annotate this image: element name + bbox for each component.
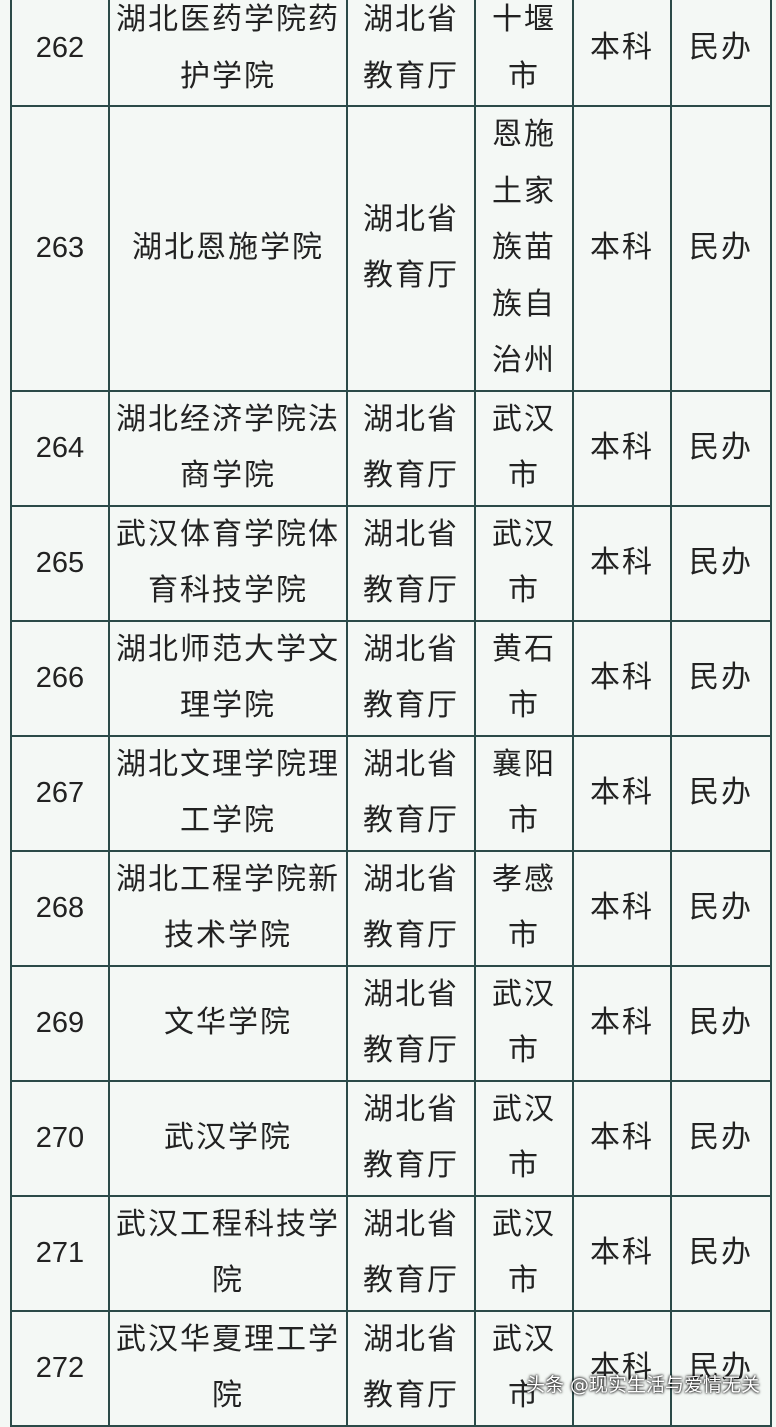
authority: 湖北省教育厅 bbox=[346, 1079, 476, 1197]
authority: 湖北省教育厅 bbox=[346, 389, 476, 507]
row-number: 271 bbox=[10, 1194, 110, 1312]
authority: 湖北省教育厅 bbox=[346, 1309, 476, 1427]
level: 本科 bbox=[572, 105, 672, 392]
school-name: 湖北工程学院新技术学院 bbox=[108, 849, 348, 967]
level: 本科 bbox=[572, 389, 672, 507]
city: 恩施土家族苗族自治州 bbox=[474, 105, 574, 392]
ownership: 民办 bbox=[670, 619, 772, 737]
level: 本科 bbox=[572, 619, 672, 737]
city: 襄阳市 bbox=[474, 734, 574, 852]
row-number: 268 bbox=[10, 849, 110, 967]
row-number: 264 bbox=[10, 389, 110, 507]
level: 本科 bbox=[572, 1309, 672, 1427]
authority: 湖北省教育厅 bbox=[346, 734, 476, 852]
school-name: 湖北医药学院药护学院 bbox=[108, 0, 348, 107]
level: 本科 bbox=[572, 964, 672, 1082]
row-number: 262 bbox=[10, 0, 110, 107]
ownership: 民办 bbox=[670, 0, 772, 107]
city: 黄石市 bbox=[474, 619, 574, 737]
school-name: 武汉工程科技学院 bbox=[108, 1194, 348, 1312]
school-name: 武汉华夏理工学院 bbox=[108, 1309, 348, 1427]
table-row: 268 湖北工程学院新技术学院 湖北省教育厅 孝感市 本科 民办 bbox=[10, 849, 772, 967]
level: 本科 bbox=[572, 1079, 672, 1197]
table-row: 262 湖北医药学院药护学院 湖北省教育厅 十堰市 本科 民办 bbox=[10, 0, 772, 107]
city: 武汉市 bbox=[474, 1079, 574, 1197]
ownership: 民办 bbox=[670, 1194, 772, 1312]
table-row: 267 湖北文理学院理工学院 湖北省教育厅 襄阳市 本科 民办 bbox=[10, 734, 772, 852]
level: 本科 bbox=[572, 734, 672, 852]
authority: 湖北省教育厅 bbox=[346, 105, 476, 392]
row-number: 269 bbox=[10, 964, 110, 1082]
row-number: 266 bbox=[10, 619, 110, 737]
ownership: 民办 bbox=[670, 504, 772, 622]
authority: 湖北省教育厅 bbox=[346, 1194, 476, 1312]
table-row: 270 武汉学院 湖北省教育厅 武汉市 本科 民办 bbox=[10, 1079, 772, 1197]
table-row: 266 湖北师范大学文理学院 湖北省教育厅 黄石市 本科 民办 bbox=[10, 619, 772, 737]
ownership: 民办 bbox=[670, 389, 772, 507]
ownership: 民办 bbox=[670, 964, 772, 1082]
school-name: 武汉学院 bbox=[108, 1079, 348, 1197]
school-name: 武汉体育学院体育科技学院 bbox=[108, 504, 348, 622]
table-row: 265 武汉体育学院体育科技学院 湖北省教育厅 武汉市 本科 民办 bbox=[10, 504, 772, 622]
school-name: 湖北师范大学文理学院 bbox=[108, 619, 348, 737]
watermark: 头条 @现实生活与爱情无关 bbox=[525, 1374, 760, 1396]
city: 孝感市 bbox=[474, 849, 574, 967]
authority: 湖北省教育厅 bbox=[346, 619, 476, 737]
table-row: 271 武汉工程科技学院 湖北省教育厅 武汉市 本科 民办 bbox=[10, 1194, 772, 1312]
city: 十堰市 bbox=[474, 0, 574, 107]
table-row: 269 文华学院 湖北省教育厅 武汉市 本科 民办 bbox=[10, 964, 772, 1082]
level: 本科 bbox=[572, 504, 672, 622]
row-number: 265 bbox=[10, 504, 110, 622]
row-number: 267 bbox=[10, 734, 110, 852]
school-name: 文华学院 bbox=[108, 964, 348, 1082]
city: 武汉市 bbox=[474, 389, 574, 507]
ownership: 民办 bbox=[670, 734, 772, 852]
authority: 湖北省教育厅 bbox=[346, 0, 476, 107]
table-row: 263 湖北恩施学院 湖北省教育厅 恩施土家族苗族自治州 本科 民办 bbox=[10, 105, 772, 392]
school-name: 湖北恩施学院 bbox=[108, 105, 348, 392]
ownership: 民办 bbox=[670, 105, 772, 392]
city: 武汉市 bbox=[474, 964, 574, 1082]
school-table: 262 湖北医药学院药护学院 湖北省教育厅 十堰市 本科 民办 263 湖北恩施学院 湖北省教育… bbox=[10, 0, 772, 1427]
authority: 湖北省教育厅 bbox=[346, 849, 476, 967]
school-name: 湖北经济学院法商学院 bbox=[108, 389, 348, 507]
level: 本科 bbox=[572, 1194, 672, 1312]
city: 武汉市 bbox=[474, 504, 574, 622]
table-row: 264 湖北经济学院法商学院 湖北省教育厅 武汉市 本科 民办 bbox=[10, 389, 772, 507]
row-number: 263 bbox=[10, 105, 110, 392]
level: 本科 bbox=[572, 0, 672, 107]
ownership: 民办 bbox=[670, 1079, 772, 1197]
table-row: 272 武汉华夏理工学院 湖北省教育厅 武汉市 本科 民办 bbox=[10, 1309, 772, 1427]
row-number: 270 bbox=[10, 1079, 110, 1197]
school-name: 湖北文理学院理工学院 bbox=[108, 734, 348, 852]
ownership: 民办 bbox=[670, 1309, 772, 1427]
authority: 湖北省教育厅 bbox=[346, 504, 476, 622]
city: 武汉市 bbox=[474, 1309, 574, 1427]
level: 本科 bbox=[572, 849, 672, 967]
city: 武汉市 bbox=[474, 1194, 574, 1312]
ownership: 民办 bbox=[670, 849, 772, 967]
row-number: 272 bbox=[10, 1309, 110, 1427]
authority: 湖北省教育厅 bbox=[346, 964, 476, 1082]
